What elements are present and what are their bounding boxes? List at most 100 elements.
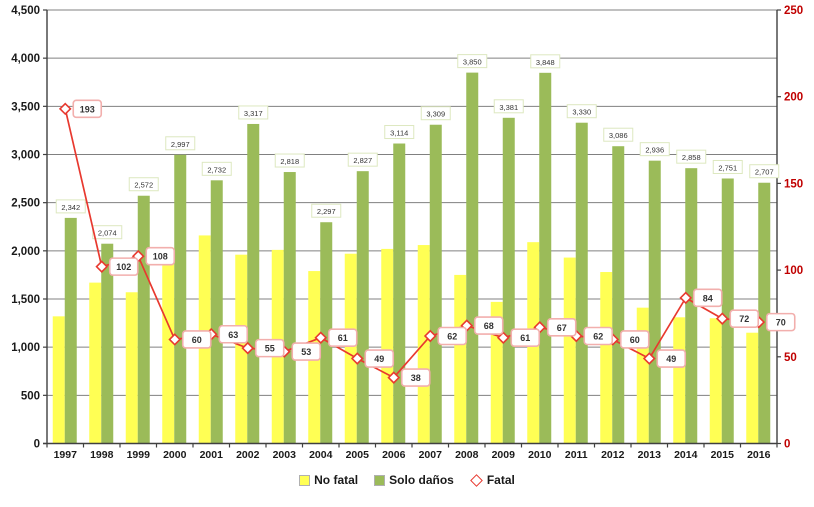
bar-solo-danos-1998 <box>101 243 114 444</box>
svg-text:3,381: 3,381 <box>499 103 518 112</box>
fatal-marker-2004 <box>314 331 328 345</box>
bar-solo-danos-2006 <box>393 143 406 444</box>
bar-no-fatal-1997 <box>52 316 65 444</box>
svg-text:2008: 2008 <box>455 449 479 461</box>
svg-text:70: 70 <box>776 318 786 328</box>
bar-solo-danos-2003 <box>283 172 296 444</box>
svg-text:3,000: 3,000 <box>11 150 40 162</box>
svg-text:3,330: 3,330 <box>572 108 591 117</box>
svg-text:50: 50 <box>784 352 797 364</box>
bar-solo-danos-1997 <box>64 217 77 444</box>
svg-text:150: 150 <box>784 178 803 190</box>
fatal-marker-2005 <box>350 352 364 365</box>
bar-solo-danos-2013 <box>648 160 661 444</box>
legend-label-no-fatal: No fatal <box>314 473 359 487</box>
svg-text:2,936: 2,936 <box>645 146 664 155</box>
svg-text:2009: 2009 <box>492 449 516 461</box>
svg-text:2004: 2004 <box>309 449 333 461</box>
svg-text:2,818: 2,818 <box>280 157 299 166</box>
svg-text:68: 68 <box>484 321 494 331</box>
svg-text:2015: 2015 <box>711 449 735 461</box>
bar-solo-danos-2007 <box>429 124 442 444</box>
bar-no-fatal-2011 <box>563 257 576 444</box>
svg-text:63: 63 <box>228 330 238 340</box>
bar-no-fatal-1998 <box>89 282 102 444</box>
solo-danos-data-labels: 2,342 2,074 2,572 2,997 2,732 3,317 2,818 2,297… <box>55 54 780 240</box>
svg-text:2,997: 2,997 <box>171 140 190 149</box>
bar-solo-danos-2010 <box>539 72 552 444</box>
svg-text:2003: 2003 <box>273 449 297 461</box>
svg-text:60: 60 <box>630 335 640 345</box>
svg-text:2,827: 2,827 <box>353 156 372 165</box>
svg-text:500: 500 <box>21 390 40 402</box>
gridlines <box>47 9 777 396</box>
svg-text:2007: 2007 <box>419 449 443 461</box>
svg-text:0: 0 <box>784 439 790 451</box>
svg-text:108: 108 <box>153 252 168 262</box>
svg-text:1,000: 1,000 <box>11 342 40 354</box>
svg-text:3,309: 3,309 <box>426 110 445 119</box>
fatal-marker-2015 <box>715 312 729 325</box>
fatal-marker-1997 <box>58 102 72 116</box>
svg-text:2012: 2012 <box>601 449 625 461</box>
bars-no-fatal <box>52 235 759 444</box>
bar-no-fatal-2000 <box>162 262 175 444</box>
svg-text:2016: 2016 <box>747 449 771 461</box>
bar-no-fatal-2005 <box>344 253 357 444</box>
svg-text:61: 61 <box>520 333 530 343</box>
bar-solo-danos-2012 <box>612 146 625 444</box>
svg-text:67: 67 <box>557 323 567 333</box>
svg-text:102: 102 <box>116 262 131 272</box>
svg-text:2,297: 2,297 <box>317 207 336 216</box>
bar-solo-danos-2008 <box>466 72 479 444</box>
legend-item-no-fatal: No fatal <box>299 473 358 487</box>
legend-label-fatal: Fatal <box>486 473 515 487</box>
svg-text:193: 193 <box>80 104 95 114</box>
fatal-marker-2007 <box>423 329 437 343</box>
solo-danos-swatch-icon <box>374 474 386 486</box>
svg-text:60: 60 <box>192 335 202 345</box>
fatal-line <box>64 108 759 379</box>
bar-no-fatal-2013 <box>636 307 649 444</box>
fatal-marker-1998 <box>95 260 109 273</box>
legend-label-solo-danos: Solo daños <box>389 473 454 487</box>
svg-text:49: 49 <box>666 354 676 364</box>
fatal-marker-2006 <box>387 371 401 384</box>
fatal-diamond-icon <box>469 473 483 487</box>
svg-text:62: 62 <box>447 331 457 341</box>
bar-solo-danos-2009 <box>502 117 515 444</box>
svg-text:250: 250 <box>784 5 803 17</box>
bar-no-fatal-2002 <box>235 254 248 444</box>
bar-no-fatal-2016 <box>746 332 759 444</box>
fatal-data-labels: 193 102 108 60 63 55 53 61 49 38 62 68 61 67 62 60 49 84 7… <box>72 99 796 387</box>
bar-solo-danos-2005 <box>356 171 369 444</box>
svg-text:55: 55 <box>265 344 275 354</box>
svg-text:1,500: 1,500 <box>11 294 40 306</box>
bar-solo-danos-2001 <box>210 180 223 444</box>
svg-text:2,342: 2,342 <box>61 203 80 212</box>
bar-no-fatal-2014 <box>673 317 686 444</box>
svg-text:2,858: 2,858 <box>682 153 701 162</box>
svg-text:2010: 2010 <box>528 449 552 461</box>
bar-solo-danos-2014 <box>685 168 698 444</box>
bar-no-fatal-1999 <box>125 292 138 444</box>
svg-text:53: 53 <box>301 347 311 357</box>
svg-text:4,500: 4,500 <box>11 5 40 17</box>
svg-text:2,000: 2,000 <box>11 246 40 258</box>
bar-no-fatal-2012 <box>600 272 613 444</box>
bar-solo-danos-2016 <box>758 182 771 444</box>
bar-solo-danos-2000 <box>174 154 187 444</box>
no-fatal-swatch-icon <box>299 474 311 486</box>
svg-text:62: 62 <box>593 331 603 341</box>
svg-text:49: 49 <box>374 354 384 364</box>
svg-text:2,751: 2,751 <box>718 163 737 172</box>
bar-no-fatal-2008 <box>454 274 467 444</box>
fatal-marker-2014 <box>679 291 693 305</box>
svg-text:3,317: 3,317 <box>244 109 263 118</box>
legend-item-solo-danos: Solo daños <box>374 473 454 487</box>
chart-plot-area: 05001,0001,5002,0002,5003,0003,5004,0004… <box>11 5 803 461</box>
bars-solo-danos <box>64 72 771 444</box>
svg-text:2,500: 2,500 <box>11 198 40 210</box>
svg-text:2005: 2005 <box>346 449 370 461</box>
svg-text:2,572: 2,572 <box>134 181 153 190</box>
